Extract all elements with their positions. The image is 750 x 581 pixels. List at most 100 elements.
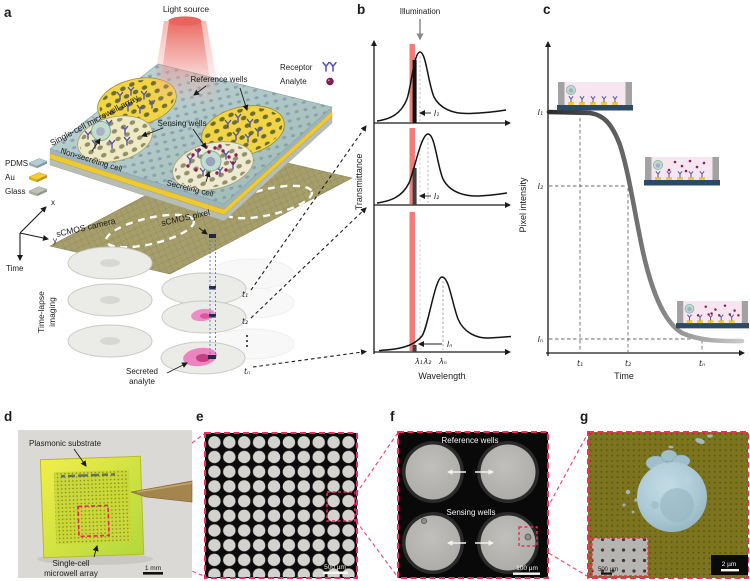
b-y-label: Transmittance (354, 154, 364, 211)
in-bar (412, 345, 417, 352)
sem-inset: 500 µm (591, 537, 649, 577)
pixel-projection-lines (209, 240, 216, 355)
au-swatch (28, 172, 48, 183)
b-lambda2-label: λ₂ (423, 357, 432, 366)
scalebar-e: 500 µm (323, 564, 348, 575)
time-tn-label: tₙ (244, 367, 250, 376)
glass-swatch (28, 186, 48, 197)
analyte-dots (186, 144, 238, 175)
c-y-label: Pixel intensity (518, 177, 528, 233)
b-lambda1-label: λ₁ (414, 357, 423, 366)
sem-cell (622, 434, 713, 532)
b-i1-label: I₁ (434, 109, 439, 118)
fov-dashed-ellipse (222, 184, 314, 220)
scalebar-f-text: 100 µm (516, 565, 538, 572)
panel-e: e 500 µm (196, 409, 358, 579)
b-i2-label: I₂ (434, 192, 439, 201)
panel-f-letter: f (390, 409, 395, 424)
microwell-inset-t2 (644, 157, 720, 186)
panel-a-letter: a (4, 5, 12, 20)
molecule-legend: Receptor Analyte (280, 61, 337, 86)
intensity-decay-curve (546, 109, 745, 344)
secreted-analyte-label-1: Secreted (126, 367, 158, 376)
wells-f (402, 441, 539, 574)
panel-f: f Reference wells Sensing wells 100 µm (390, 409, 549, 579)
tweezers (130, 480, 193, 503)
disc-row-1 (67, 246, 247, 306)
panel-a: a Light source (4, 4, 367, 386)
analyte-icon-highlight (327, 79, 330, 82)
microwell-array-slab (49, 63, 333, 222)
connector-arrows-ab (250, 125, 367, 368)
panel-e-letter: e (196, 409, 204, 424)
scalebar-e-text: 500 µm (324, 564, 346, 571)
scalebar-f: 100 µm (513, 565, 540, 575)
highlight-box-f (518, 526, 538, 547)
axes-xyz (17, 206, 49, 261)
c-dashed-guides (549, 118, 703, 352)
single-cell-dot (524, 533, 532, 541)
i1-bar (412, 60, 417, 123)
analyte-icon (326, 77, 334, 86)
pdms-swatch (28, 158, 48, 169)
c-tn-label: tₙ (699, 359, 705, 368)
microwell-inset-t1 (557, 82, 633, 111)
time-t1-label: t₁ (242, 290, 248, 299)
receptor-icon (329, 61, 337, 72)
legend-au-label: Au (5, 173, 15, 182)
legend-pdms-label: PDMS (5, 159, 28, 168)
ellipsis-dots (246, 335, 248, 347)
material-legend: PDMS Au Glass (5, 158, 48, 197)
well-arrows-f (446, 469, 495, 546)
non-secreting-cell-graphic (91, 121, 111, 141)
scalebar-g-text: 2 µm (722, 561, 737, 568)
legend-glass-label: Glass (5, 187, 25, 196)
highlight-box-e (326, 491, 356, 522)
array-label-line1: Single-cell (53, 559, 90, 568)
highlight-box-d (77, 504, 110, 538)
light-beam (150, 16, 222, 108)
panel-d: d Plasmonic substrate Single-cell microw… (4, 409, 193, 578)
axis-x-label: x (51, 198, 55, 207)
panel-b: b Illumination Transmittance I₁ I₂ Iₙ λ₁… (354, 2, 512, 381)
time-t2-label: t₂ (242, 317, 248, 326)
illumination-bands (409, 44, 415, 351)
axis-y-label: y (53, 236, 57, 245)
panel-b-letter: b (357, 2, 365, 17)
panel-c: c Pixel intensity Time I₁ I₂ Iₙ t₁ t₂ tₙ (518, 2, 749, 381)
legend-analyte-label: Analyte (280, 77, 307, 86)
b-in-label: Iₙ (447, 340, 452, 349)
glass-layer-edge (49, 116, 333, 222)
scalebar-d-text: 1 mm (145, 565, 161, 572)
c-i1-label: I₁ (538, 108, 543, 117)
scalebar-d: 1 mm (143, 565, 163, 575)
disc-row-2 (67, 283, 247, 334)
illumination-label: Illumination (400, 7, 440, 16)
c-x-label: Time (614, 371, 634, 381)
reference-wells-f-label: Reference wells (442, 436, 499, 445)
timelapse-label-2: imaging (47, 297, 57, 327)
fov-dashed-ellipse (104, 213, 196, 249)
scmos-pixel-marker (209, 234, 216, 238)
c-t1-label: t₁ (577, 359, 583, 368)
i2-bar (412, 168, 417, 205)
legend-receptor-label: Receptor (280, 63, 313, 72)
panel-d-letter: d (4, 409, 12, 424)
reference-wells-label: Reference wells (191, 75, 248, 84)
plasmonic-chip (39, 455, 145, 559)
panel-g: g 500 µm 2 µm (580, 409, 749, 579)
secreting-cell-graphic (200, 150, 222, 172)
b-x-label: Wavelength (418, 371, 465, 381)
sensing-wells-label: Sensing wells (158, 119, 207, 128)
b-lambdan-label: λₙ (438, 357, 447, 366)
panel-c-letter: c (543, 2, 551, 17)
light-source-label: Light source (163, 4, 210, 14)
array-label-line2: microwell array (44, 569, 98, 578)
scalebar-g: 2 µm (711, 555, 748, 575)
microwell-inset-tn (676, 301, 749, 329)
c-i2-label: I₂ (538, 182, 543, 191)
panel-g-letter: g (580, 409, 588, 424)
secreted-analyte-label-2: analyte (129, 377, 155, 386)
